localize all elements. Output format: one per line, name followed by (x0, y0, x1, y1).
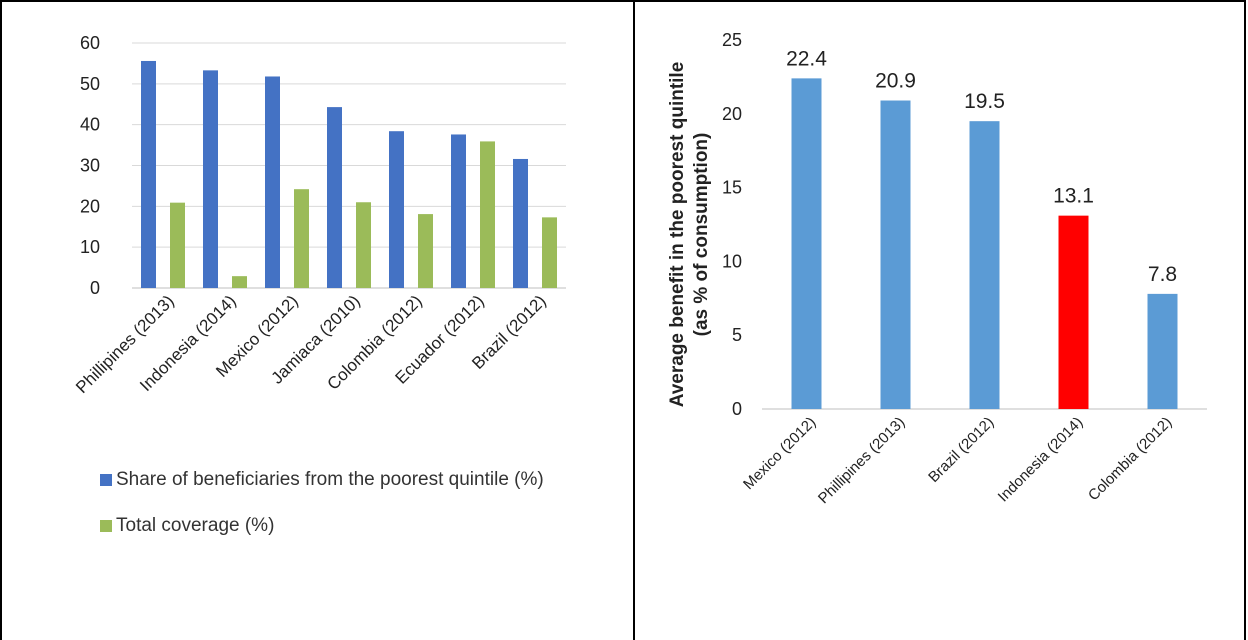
bar (791, 78, 822, 409)
bar-coverage (232, 276, 247, 288)
data-label: 13.1 (1053, 185, 1094, 208)
legend-label-coverage: Total coverage (%) (116, 515, 275, 536)
x-tick-label: Phillipines (2013) (815, 414, 908, 507)
y-tick-label: 15 (722, 178, 742, 198)
y-tick-label: 0 (732, 399, 742, 419)
y-axis-title-line2: (as % of consumption) (691, 133, 712, 337)
bar-coverage (480, 141, 495, 288)
y-tick-label: 0 (90, 278, 100, 298)
right-chart: 0 5 10 15 20 25 22.4 Mexico (2012) 20.9 Phillipin… (667, 30, 1207, 507)
y-tick-label: 20 (722, 104, 742, 124)
bar (1147, 293, 1178, 409)
panel-divider (633, 0, 635, 640)
y-tick-label: 40 (80, 115, 100, 135)
bar-share (451, 134, 466, 288)
bar-share (141, 60, 156, 288)
left-chart-legend: Share of beneficiaries from the poorest … (100, 466, 570, 558)
legend-swatch-share (100, 474, 112, 486)
legend-item-coverage: Total coverage (%) (100, 512, 570, 540)
y-axis-title-line1: Average benefit in the poorest quintile (667, 62, 688, 408)
y-tick-label: 60 (80, 33, 100, 53)
y-tick-label: 10 (80, 237, 100, 257)
x-tick-label: Brazil (2012) (925, 414, 997, 486)
bar-coverage (170, 202, 185, 288)
y-tick-label: 10 (722, 251, 742, 271)
x-tick-label: Colombia (2012) (1085, 414, 1175, 504)
y-tick-label: 25 (722, 30, 742, 50)
bar (1058, 215, 1089, 409)
x-tick-label: Indonesia (2014) (995, 414, 1087, 506)
bar-share (327, 107, 342, 288)
bar-share (203, 70, 218, 288)
y-tick-label: 20 (80, 196, 100, 216)
x-tick-label: Mexico (2012) (740, 414, 819, 493)
data-label: 22.4 (786, 47, 827, 70)
data-label: 19.5 (964, 90, 1005, 113)
bar-coverage (418, 214, 433, 288)
bar-coverage (542, 217, 557, 288)
y-tick-label: 5 (732, 325, 742, 345)
bar-coverage (294, 189, 309, 288)
bar-share (513, 158, 528, 288)
legend-swatch-coverage (100, 520, 112, 532)
legend-label-share: Share of beneficiaries from the poorest … (116, 469, 544, 490)
bar-share (389, 131, 404, 288)
data-label: 20.9 (875, 70, 916, 93)
y-tick-label: 30 (80, 156, 100, 176)
legend-item-share: Share of beneficiaries from the poorest … (100, 466, 570, 494)
data-label: 7.8 (1148, 263, 1177, 286)
bar (969, 121, 1000, 410)
bar (880, 100, 911, 410)
y-tick-label: 50 (80, 74, 100, 94)
bar-share (265, 76, 280, 288)
bar-coverage (356, 202, 371, 288)
